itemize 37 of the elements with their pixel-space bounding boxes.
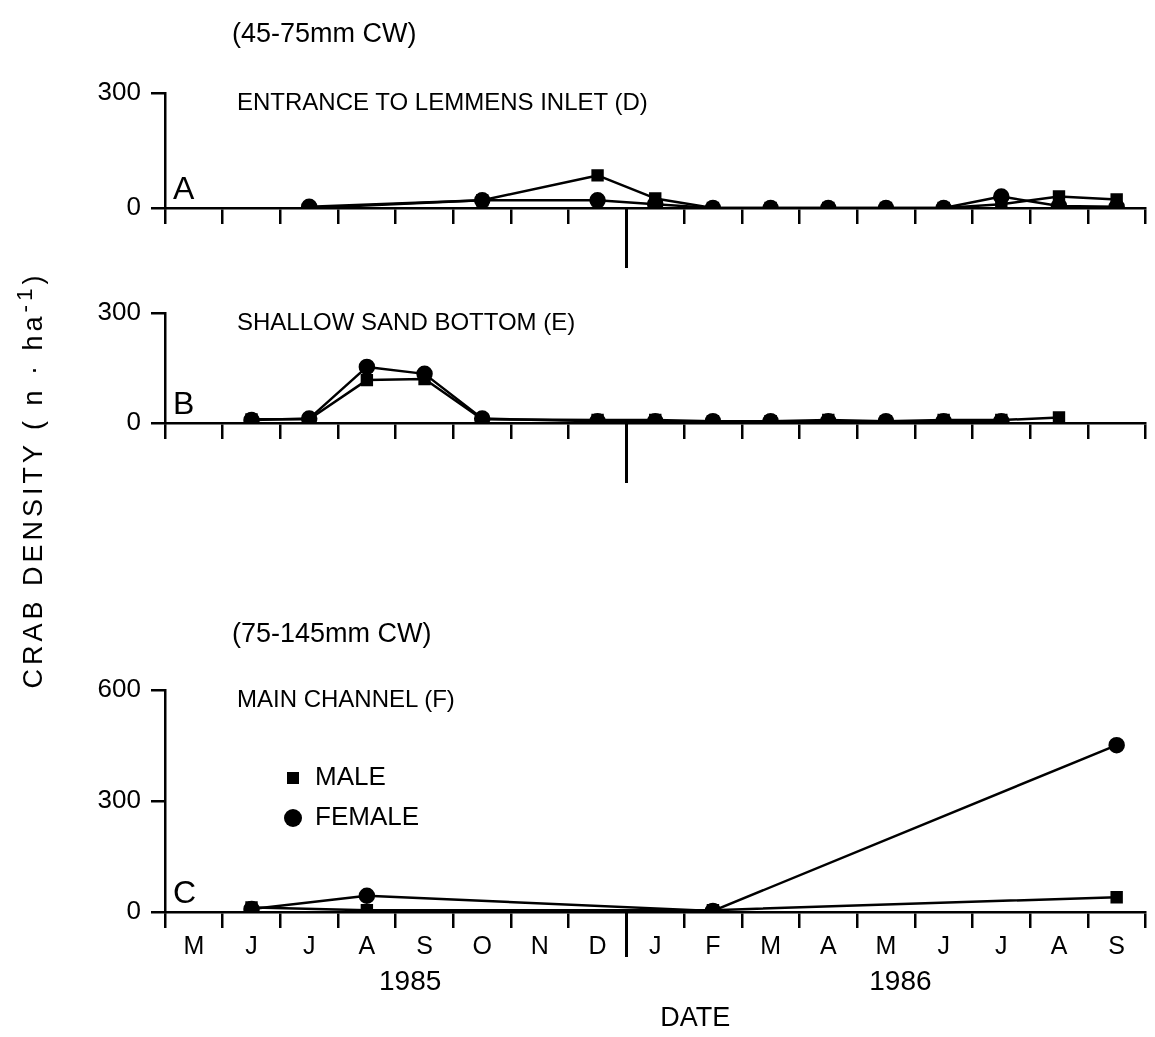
legend-label: FEMALE: [315, 801, 420, 832]
annotation: A: [173, 169, 195, 206]
text: 1986: [869, 964, 932, 996]
text: 1985: [378, 964, 442, 996]
chart-title: MAIN CHANNEL (F): [237, 684, 455, 712]
chart-title: SHALLOW SAND BOTTOM (E): [237, 307, 576, 335]
y-tick-label: 0: [126, 895, 141, 926]
y-tick-label: 300: [97, 784, 141, 815]
x-tick-label: M: [875, 930, 897, 959]
y-tick-label: 300: [97, 296, 141, 327]
legend-label: MALE: [315, 761, 386, 792]
y-tick-label: 0: [126, 406, 141, 437]
x-tick-label: J: [245, 930, 258, 959]
x-tick-label: J: [937, 930, 950, 959]
x-tick-label: S: [1108, 930, 1126, 959]
x-tick-label: A: [1050, 930, 1068, 959]
x-tick-label: N: [530, 930, 549, 959]
y-tick-label: 0: [126, 191, 141, 222]
x-tick-label: D: [588, 930, 607, 959]
x-tick-label: M: [760, 930, 782, 959]
annotation: C: [173, 873, 197, 910]
x-tick-label: A: [358, 930, 376, 959]
x-tick-label: S: [416, 930, 433, 959]
y-tick-label: 600: [97, 673, 141, 704]
annotation: B: [173, 384, 195, 421]
x-axis-title: DATE: [660, 1002, 731, 1033]
x-tick-label: O: [472, 930, 492, 959]
x-tick-label: J: [649, 930, 662, 959]
x-tick-label: A: [819, 930, 837, 959]
x-tick-label: M: [183, 930, 205, 959]
x-tick-label: J: [995, 930, 1008, 959]
x-tick-label: F: [705, 930, 721, 959]
x-tick-label: J: [302, 930, 316, 959]
chart-subtitle: (45-75mm CW): [232, 18, 417, 49]
y-tick-label: 300: [97, 76, 141, 107]
chart-title: ENTRANCE TO LEMMENS INLET (D): [237, 87, 648, 115]
chart-subtitle: (75-145mm CW): [232, 618, 432, 649]
